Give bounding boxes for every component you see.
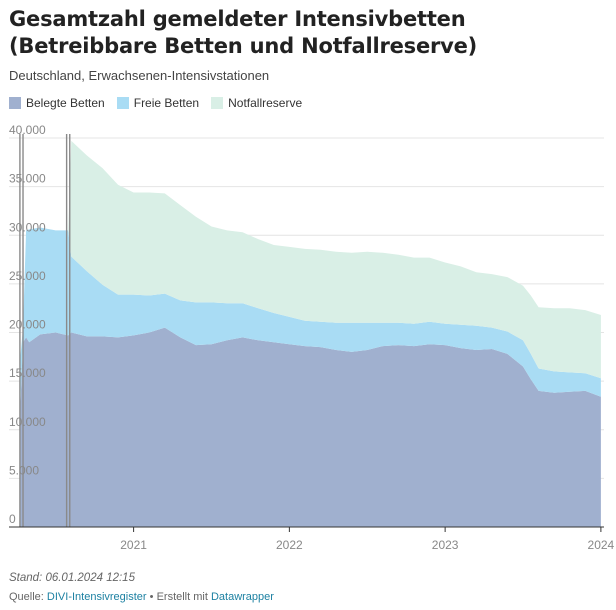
legend-label-freie: Freie Betten	[133, 96, 200, 110]
source-prefix: Quelle:	[9, 591, 44, 603]
y-tick-label: 40.000	[9, 123, 46, 137]
legend-swatch-freie	[116, 97, 129, 109]
legend-item-belegte: Belegte Betten	[9, 96, 105, 110]
legend-swatch-notfallreserve	[211, 97, 224, 109]
area-layers	[19, 140, 601, 527]
legend-swatch-belegte	[9, 97, 21, 109]
area-series-2	[19, 140, 601, 379]
x-tick-label: 2024	[588, 538, 615, 552]
y-tick-label: 30.000	[9, 220, 46, 234]
datawrapper-link[interactable]: Datawrapper	[210, 591, 274, 603]
y-tick-label: 10.000	[9, 415, 46, 429]
made-with-text: Erstellt mit	[156, 591, 208, 603]
source-link[interactable]: DIVI-Intensivregister	[46, 591, 147, 603]
axes	[9, 526, 604, 532]
y-tick-label: 0	[9, 512, 16, 526]
tick-labels: 0 5.000 10.000 15.000 20.000 25.000 30.000 35.0…	[9, 123, 615, 552]
chart-subtitle: Deutschland, Erwachsenen-Intensivstation…	[9, 68, 270, 83]
source-separator: •	[149, 591, 154, 603]
chart-title: Gesamtzahl gemeldeter Intensivbetten (Be…	[9, 7, 478, 58]
x-tick-label: 2022	[276, 538, 303, 552]
y-tick-label: 35.000	[9, 172, 46, 186]
annotation-lines	[19, 134, 71, 527]
legend: Belegte Betten Freie Betten Notfallreser…	[9, 96, 314, 110]
y-tick-label: 25.000	[9, 269, 46, 283]
stand-timestamp: Stand: 06.01.2024 12:15	[9, 572, 135, 584]
legend-item-notfallreserve: Notfallreserve	[211, 96, 302, 110]
source-line: Quelle: DIVI-Intensivregister • Erstellt…	[9, 591, 274, 603]
y-tick-label: 5.000	[9, 463, 39, 477]
y-tick-label: 20.000	[9, 318, 46, 332]
legend-label-belegte: Belegte Betten	[26, 96, 105, 110]
area-series-0	[19, 327, 601, 527]
legend-label-notfallreserve: Notfallreserve	[228, 96, 303, 110]
x-tick-label: 2021	[120, 538, 147, 552]
y-tick-label: 15.000	[9, 366, 46, 380]
area-series-1	[19, 227, 601, 416]
legend-item-freie: Freie Betten	[116, 96, 200, 110]
x-tick-label: 2023	[432, 538, 459, 552]
area-chart: 0 5.000 10.000 15.000 20.000 25.000 30.000 35.0…	[9, 123, 615, 552]
